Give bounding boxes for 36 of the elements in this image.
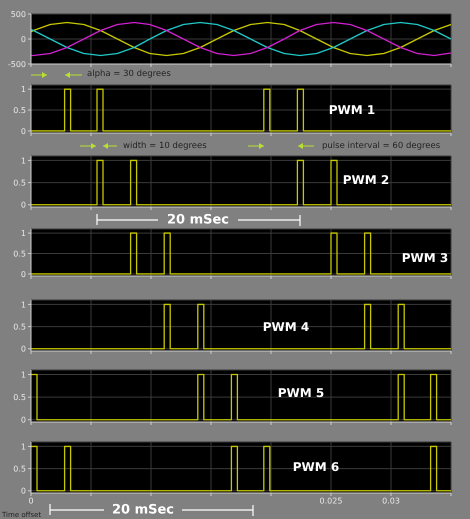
- text: width = 10 degrees: [123, 141, 208, 151]
- series-label: PWM 6: [292, 460, 340, 474]
- y-tick-label: 0.5: [13, 464, 26, 474]
- series-label: PWM 4: [262, 320, 310, 334]
- y-tick-label: 0: [20, 200, 26, 210]
- y-tick-label: 0.5: [13, 178, 26, 188]
- y-tick-label: 0: [20, 486, 26, 496]
- x-tick-label: 0.03: [382, 496, 400, 506]
- series-label: PWM 2: [342, 173, 390, 187]
- series-label: PWM 5: [278, 386, 324, 400]
- y-tick-label: 1: [20, 370, 26, 380]
- series-label: PWM 1: [328, 103, 376, 117]
- y-tick-label: 0.5: [13, 249, 26, 258]
- y-tick-label: 0.5: [13, 392, 26, 402]
- x-tick-label: 0: [28, 496, 34, 506]
- line-series: [31, 22, 451, 56]
- text: pulse interval = 60 degrees: [322, 141, 441, 151]
- y-tick-label: 0: [20, 416, 26, 425]
- y-tick-label: 0.5: [13, 322, 26, 332]
- y-tick-label: 1: [20, 85, 26, 94]
- y-tick-label: 1: [20, 300, 26, 310]
- text: 20 mSec: [112, 502, 174, 518]
- text: alpha = 30 degrees: [87, 69, 172, 79]
- y-tick-label: 0: [20, 126, 26, 136]
- y-tick-label: 1: [20, 442, 26, 452]
- y-tick-label: 500: [10, 10, 26, 19]
- y-tick-label: 0: [20, 344, 26, 354]
- y-tick-label: 0: [20, 34, 26, 44]
- y-tick-label: -500: [8, 60, 26, 69]
- y-tick-label: 1: [20, 228, 26, 238]
- series-label: PWM 3: [402, 251, 448, 265]
- y-tick-label: 0.5: [13, 106, 26, 115]
- y-tick-label: 0: [20, 270, 26, 279]
- x-tick-label: 0.025: [320, 496, 342, 506]
- y-tick-label: 1: [20, 156, 26, 166]
- text: 20 mSec: [166, 212, 230, 228]
